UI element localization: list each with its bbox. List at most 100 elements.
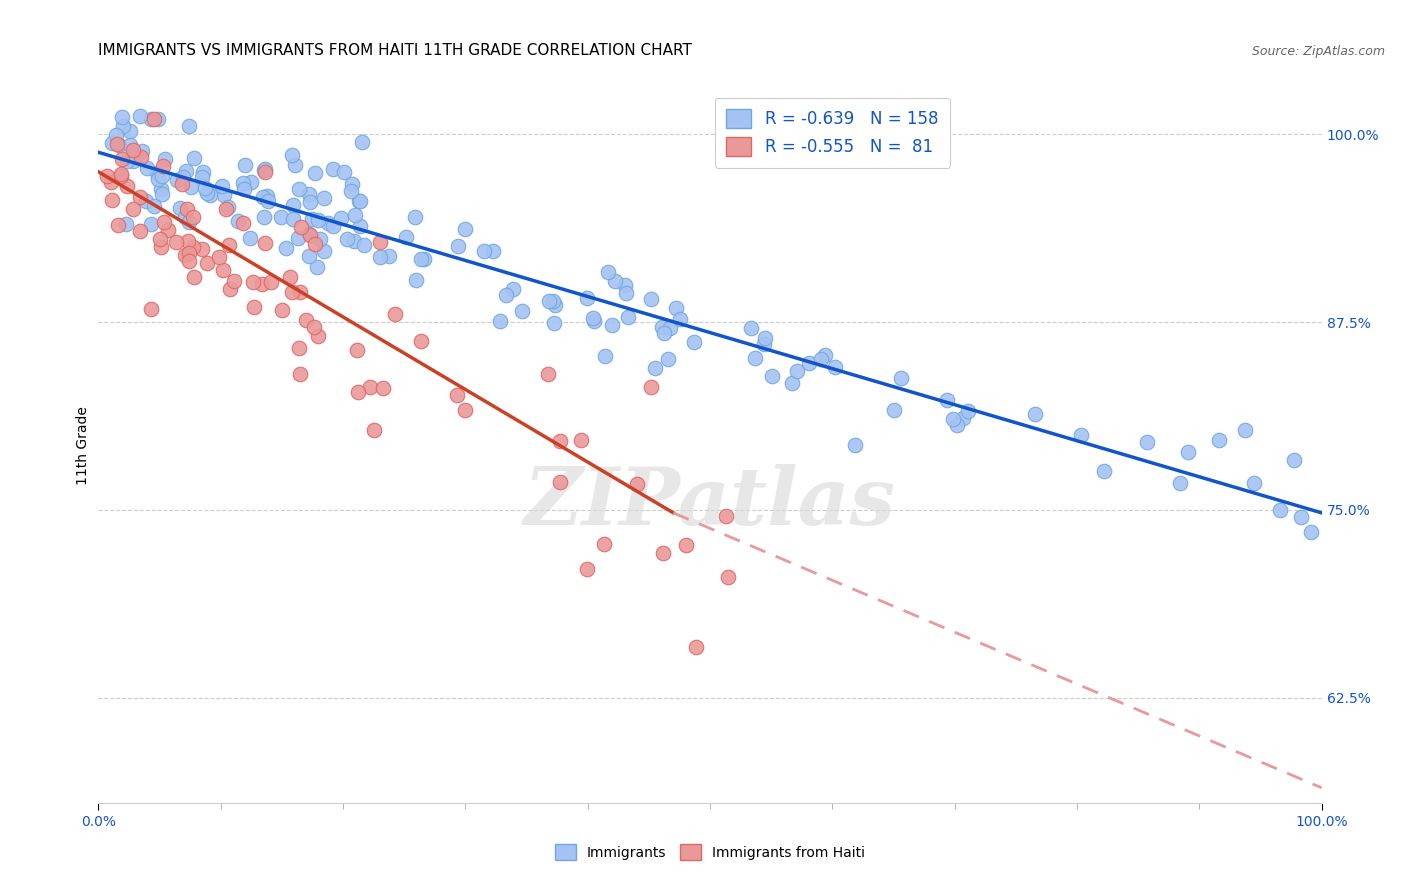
Point [1282,452,1305,467]
Point [824,360,846,375]
Point [404,210,426,224]
Point [304,236,326,251]
Point [174,163,197,178]
Point [347,385,370,400]
Point [683,334,706,349]
Point [349,194,371,208]
Point [1289,510,1312,524]
Point [195,256,218,270]
Point [233,182,256,196]
Point [761,368,783,383]
Point [232,176,254,190]
Point [176,234,198,248]
Point [200,188,222,202]
Point [135,161,157,175]
Point [170,177,193,191]
Point [146,172,169,186]
Point [307,213,329,227]
Point [1092,464,1115,478]
Point [368,250,391,264]
Point [254,236,277,251]
Point [659,321,682,335]
Point [118,124,141,138]
Point [194,181,217,195]
Point [108,138,131,153]
Point [346,343,368,357]
Point [307,328,329,343]
Point [271,302,294,317]
Point [177,245,200,260]
Point [312,191,335,205]
Point [152,159,174,173]
Point [548,475,571,489]
Point [752,337,775,351]
Point [298,227,321,242]
Point [217,200,239,214]
Point [242,275,264,289]
Point [176,202,198,216]
Point [669,311,692,326]
Point [281,212,304,227]
Point [118,138,141,153]
Point [131,144,153,158]
Point [343,209,366,223]
Point [143,198,166,212]
Point [350,135,373,149]
Point [270,211,292,225]
Point [256,194,278,208]
Point [617,310,640,324]
Point [125,148,148,162]
Point [810,352,832,367]
Point [298,227,321,242]
Point [117,178,139,193]
Point [454,402,477,417]
Point [583,314,606,328]
Point [256,188,278,202]
Point [146,112,169,126]
Point [329,211,352,226]
Point [211,262,233,277]
Point [1168,475,1191,490]
Point [122,202,145,216]
Point [603,274,626,288]
Point [454,222,477,236]
Point [651,320,673,334]
Point [1243,476,1265,491]
Point [370,235,392,249]
Point [135,194,157,209]
Point [165,235,187,249]
Point [405,272,427,286]
Point [212,187,235,202]
Point [177,215,200,229]
Point [232,216,254,230]
Point [288,285,311,299]
Point [488,314,510,328]
Point [353,238,375,252]
Point [142,112,165,127]
Point [122,153,145,168]
Point [190,242,212,256]
Point [675,538,697,552]
Point [626,477,648,491]
Point [180,179,202,194]
Point [575,562,598,576]
Point [122,143,145,157]
Point [883,403,905,417]
Point [260,275,283,289]
Point [111,152,134,166]
Point [254,162,277,177]
Point [537,368,560,382]
Point [322,162,344,177]
Point [288,341,311,355]
Point [242,301,264,315]
Point [240,175,263,189]
Point [780,376,803,390]
Point [395,229,418,244]
Point [235,158,257,172]
Point [340,177,363,191]
Point [786,364,808,378]
Point [139,301,162,316]
Point [576,291,599,305]
Point [150,182,173,196]
Point [169,202,191,216]
